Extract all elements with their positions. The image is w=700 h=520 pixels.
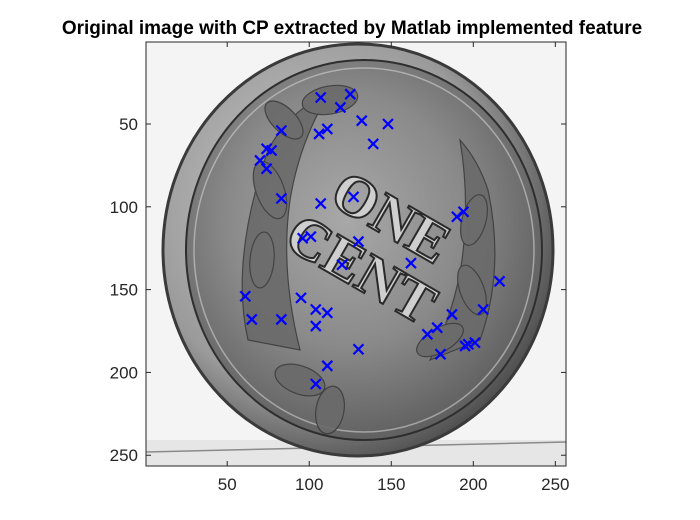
marker-point — [355, 114, 368, 127]
x-tick-label: 250 — [541, 475, 569, 494]
y-tick-label: 50 — [119, 115, 138, 134]
chart-title: Original image with CP extracted by Matl… — [62, 18, 642, 39]
coin-image: ONE CENT — [146, 42, 566, 466]
x-tick-label: 100 — [295, 475, 323, 494]
marker-point — [367, 138, 380, 150]
marker-point — [434, 348, 447, 360]
x-tick-label: 150 — [377, 475, 405, 494]
marker-point — [451, 210, 463, 223]
marker-point — [469, 336, 481, 349]
marker-point — [314, 91, 327, 104]
marker-point — [334, 101, 347, 114]
marker-point — [310, 320, 322, 332]
markers-layer — [239, 88, 506, 390]
marker-point — [254, 154, 266, 167]
y-tick-label: 250 — [110, 446, 138, 465]
y-tick-label: 150 — [110, 281, 138, 300]
marker-point — [246, 313, 258, 326]
marker-point — [477, 303, 489, 316]
y-tick-label: 200 — [110, 363, 138, 382]
x-tick-label: 200 — [459, 475, 487, 494]
marker-point — [310, 378, 322, 390]
marker-point — [459, 340, 471, 352]
marker-point — [446, 308, 458, 321]
marker-point — [313, 128, 325, 140]
y-tick-label: 100 — [110, 198, 138, 217]
axis-ticks: 50 100 150 200 250 50 100 150 200 250 — [110, 42, 570, 494]
marker-point — [310, 303, 322, 316]
marker-point — [275, 313, 288, 326]
marker-point — [493, 275, 506, 288]
marker-point — [260, 162, 273, 175]
marker-point — [421, 328, 434, 341]
marker-point — [314, 197, 327, 210]
marker-point — [382, 118, 394, 130]
marker-point — [336, 258, 348, 271]
marker-point — [344, 88, 357, 100]
marker-point — [239, 290, 252, 303]
marker-point — [431, 321, 443, 334]
marker-point — [321, 123, 334, 135]
axes-box — [145, 41, 567, 467]
marker-point — [352, 235, 365, 248]
marker-point — [275, 192, 288, 205]
marker-point — [305, 230, 317, 243]
x-tick-label: 50 — [218, 475, 237, 494]
marker-point — [321, 307, 334, 319]
marker-point — [347, 191, 360, 203]
marker-point — [457, 205, 470, 218]
marker-point — [265, 144, 278, 157]
marker-point — [405, 257, 417, 269]
marker-point — [352, 343, 365, 356]
marker-point — [321, 360, 334, 372]
marker-point — [295, 292, 307, 304]
marker-point — [275, 124, 288, 137]
